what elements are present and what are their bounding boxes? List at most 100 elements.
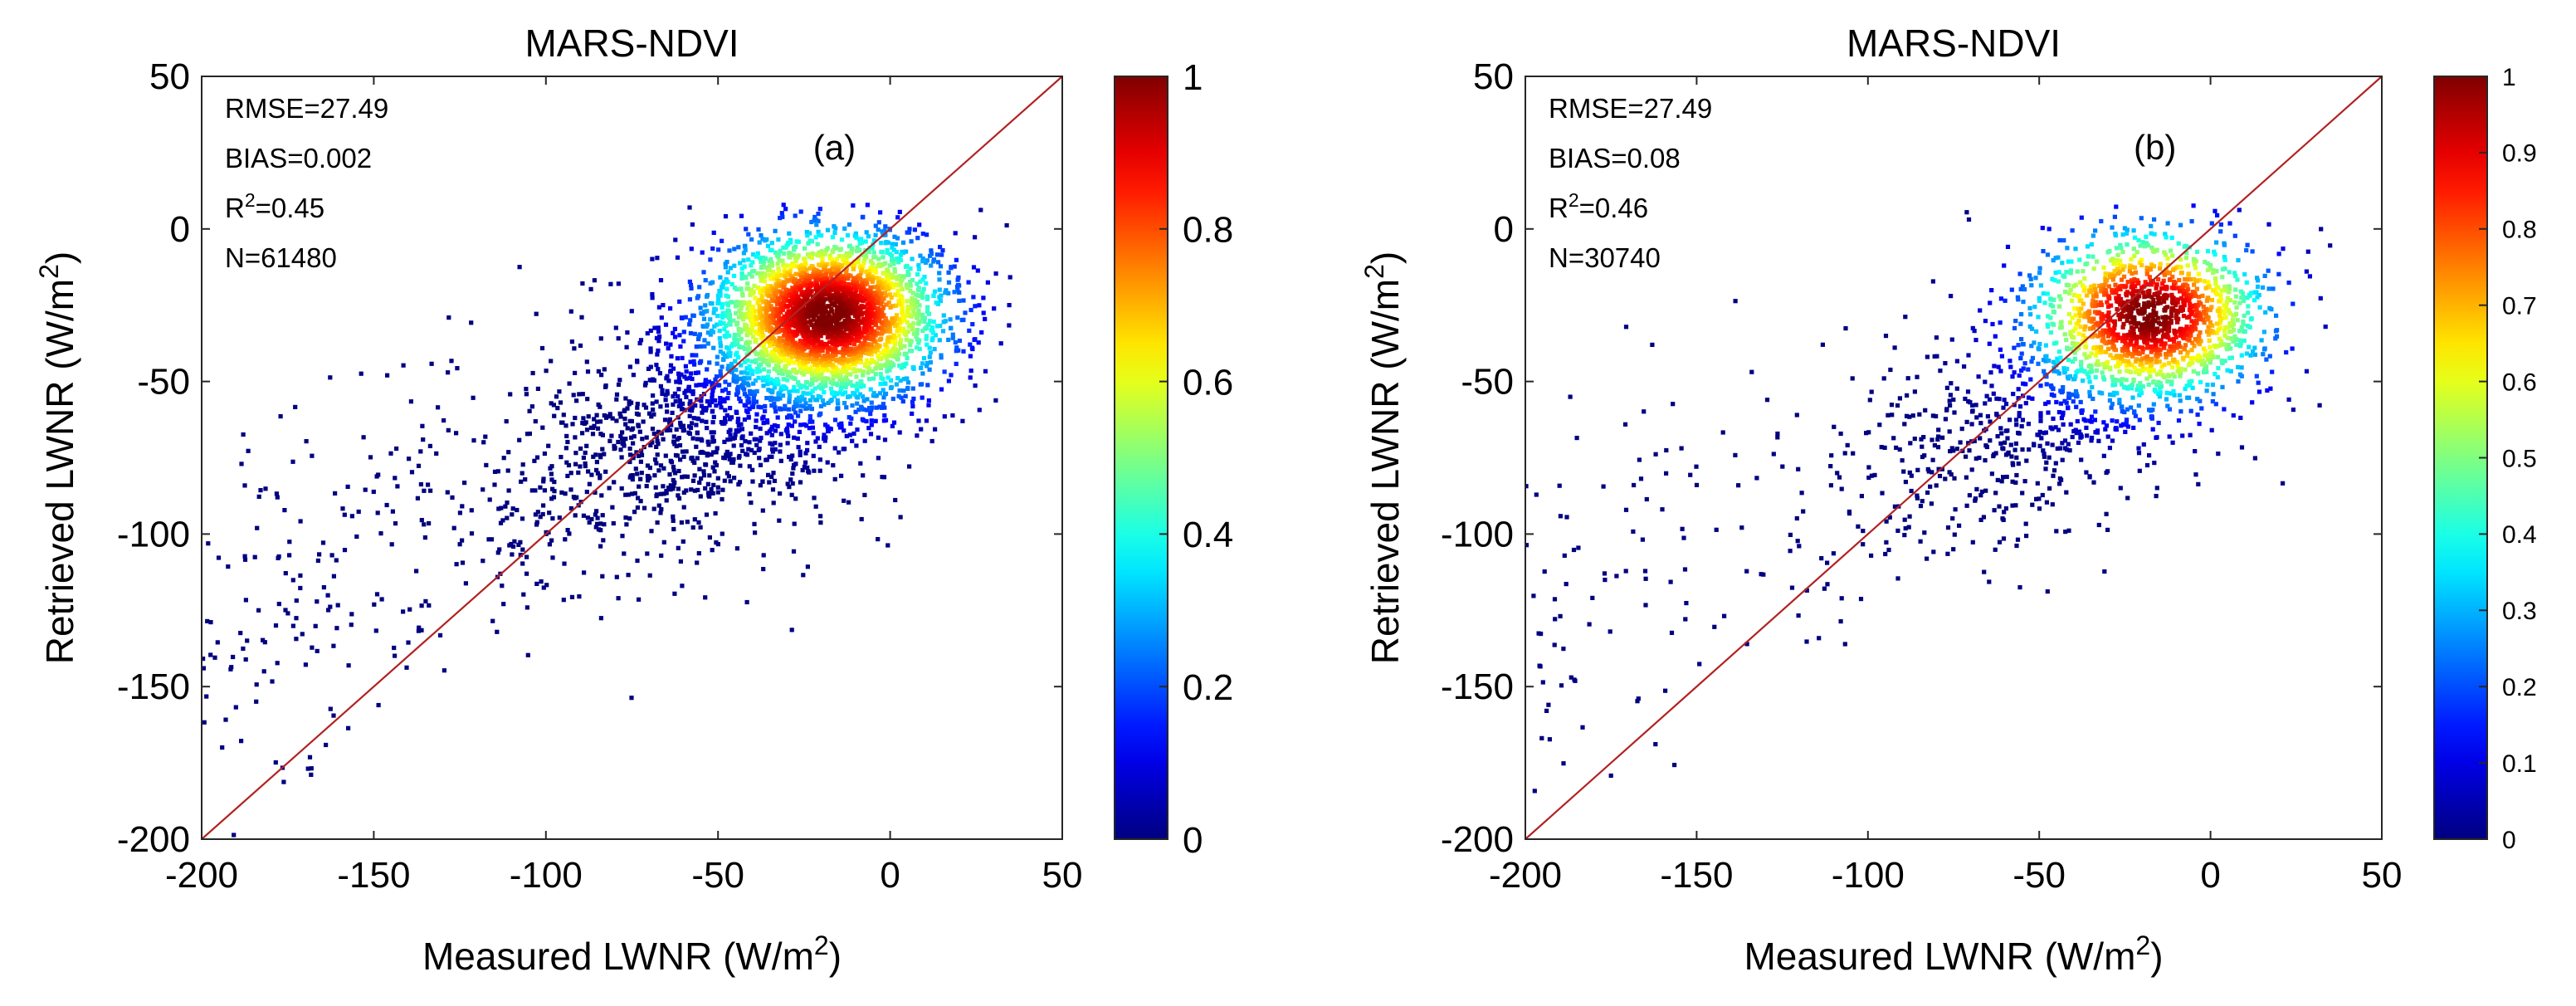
scatter-point — [1999, 431, 2004, 436]
scatter-point — [644, 484, 649, 489]
scatter-point — [738, 344, 743, 349]
scatter-point — [859, 270, 864, 275]
scatter-point — [772, 276, 777, 281]
scatter-point — [2003, 440, 2008, 445]
scatter-point — [688, 318, 693, 323]
scatter-point — [811, 453, 816, 458]
scatter-point — [349, 514, 354, 519]
scatter-point — [785, 373, 790, 378]
scatter-point — [851, 355, 856, 360]
scatter-point — [1983, 401, 1988, 406]
scatter-points — [1525, 203, 2333, 794]
scatter-point — [749, 263, 754, 268]
scatter-point — [1883, 551, 1888, 557]
scatter-point — [814, 309, 819, 314]
scatter-point — [1936, 427, 1941, 432]
scatter-point — [711, 414, 716, 419]
scatter-point — [1949, 446, 1954, 451]
scatter-point — [910, 291, 915, 295]
scatter-point — [731, 273, 737, 278]
scatter-point — [2084, 470, 2089, 475]
scatter-point — [2137, 468, 2142, 473]
scatter-point — [2075, 418, 2080, 424]
scatter-point — [1714, 527, 1719, 532]
scatter-point — [376, 702, 381, 708]
scatter-point — [956, 275, 961, 280]
scatter-point — [640, 437, 645, 442]
scatter-point — [890, 423, 895, 428]
scatter-point — [744, 332, 749, 337]
scatter-point — [854, 359, 859, 364]
scatter-point — [723, 214, 729, 219]
scatter-point — [876, 256, 881, 261]
scatter-point — [961, 349, 966, 354]
scatter-point — [825, 460, 830, 465]
scatter-point — [858, 461, 863, 466]
scatter-point — [864, 278, 869, 283]
scatter-point — [1739, 525, 1744, 530]
scatter-point — [783, 207, 788, 212]
scatter-point — [890, 275, 895, 281]
scatter-point — [774, 348, 779, 353]
scatter-point — [752, 392, 758, 397]
scatter-point — [2328, 243, 2333, 248]
scatter-point — [800, 301, 806, 306]
scatter-point — [582, 570, 587, 575]
scatter-point — [920, 395, 925, 400]
scatter-point — [777, 349, 782, 354]
scatter-point — [817, 468, 822, 473]
scatter-point — [551, 403, 556, 408]
scatter-point — [568, 471, 573, 476]
scatter-point — [968, 369, 973, 374]
scatter-point — [2197, 422, 2202, 427]
scatter-point — [1795, 539, 1800, 544]
scatter-point — [760, 352, 766, 357]
scatter-point — [710, 408, 715, 413]
scatter-point — [773, 250, 778, 255]
scatter-point — [1608, 773, 1613, 779]
scatter-point — [761, 288, 766, 294]
scatter-point — [761, 375, 766, 380]
scatter-point — [737, 480, 743, 485]
scatter-point — [842, 338, 846, 343]
scatter-point — [1894, 445, 1899, 450]
scatter-point — [899, 395, 904, 400]
scatter-point — [471, 438, 476, 443]
scatter-point — [780, 307, 785, 312]
scatter-point — [573, 461, 578, 466]
scatter-point — [773, 228, 778, 233]
scatter-point — [833, 352, 838, 357]
scatter-point — [861, 369, 866, 374]
scatter-point — [798, 315, 803, 320]
scatter-point — [565, 473, 570, 478]
scatter-point — [746, 232, 751, 237]
scatter-point — [778, 396, 783, 401]
scatter-point — [900, 250, 905, 256]
scatter-point — [783, 245, 788, 250]
scatter-point — [2005, 244, 2011, 249]
scatter-point — [845, 323, 850, 328]
scatter-point — [818, 291, 823, 295]
scatter-point — [744, 403, 749, 408]
scatter-point — [1831, 551, 1836, 556]
scatter-point — [695, 294, 701, 299]
scatter-point — [417, 625, 422, 630]
scatter-point — [676, 468, 681, 474]
scatter-point — [761, 553, 766, 558]
scatter-point — [1993, 334, 1998, 339]
scatter-point — [752, 269, 757, 274]
scatter-point — [725, 270, 730, 275]
scatter-point — [744, 452, 749, 457]
scatter-point — [535, 386, 540, 391]
x-tick-label: -200 — [165, 855, 238, 896]
scatter-point — [359, 371, 363, 376]
scatter-point — [831, 357, 836, 362]
scatter-point — [818, 345, 823, 350]
scatter-point — [864, 350, 869, 355]
scatter-point — [812, 359, 817, 365]
scatter-point — [843, 390, 848, 395]
scatter-point — [734, 409, 739, 414]
scatter-point — [837, 349, 842, 354]
scatter-point — [840, 321, 845, 326]
scatter-point — [216, 555, 222, 560]
